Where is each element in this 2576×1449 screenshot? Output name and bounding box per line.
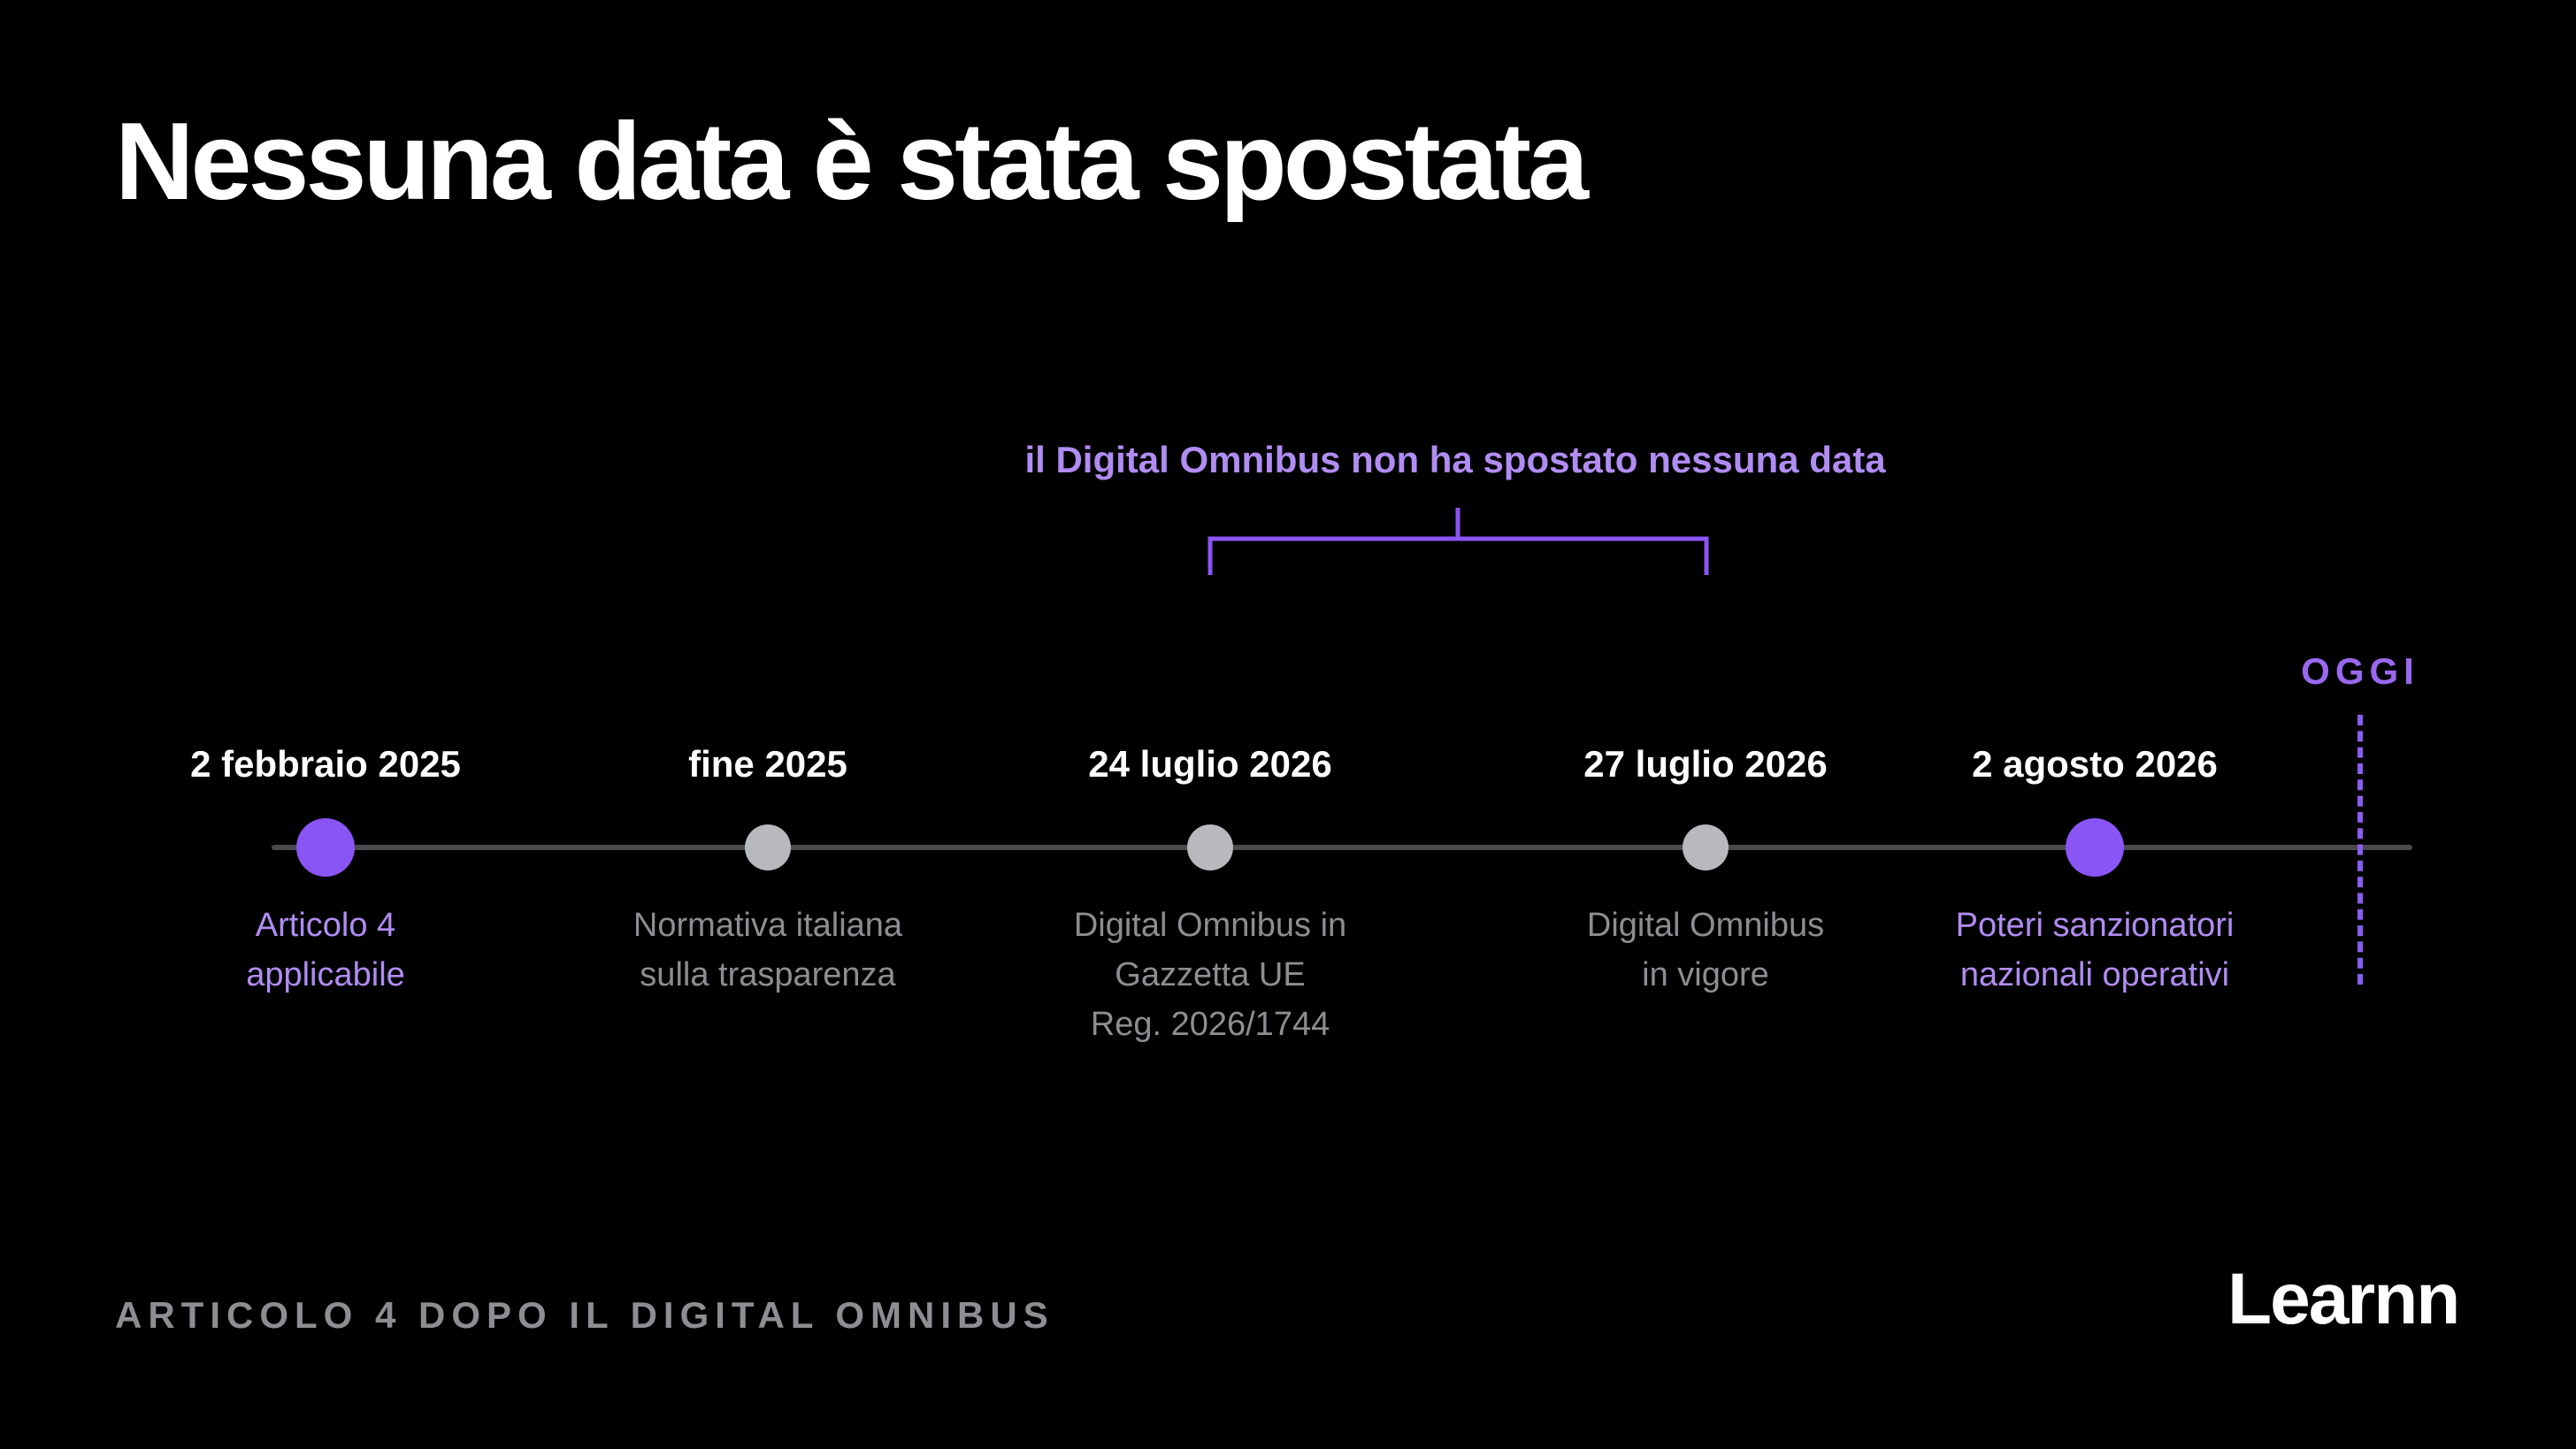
milestone-description-line: Poteri sanzionatori (1955, 907, 2235, 944)
milestone-description: Digital Omnibus in vigore (1587, 901, 1824, 1000)
bracket-annotation (1208, 508, 1709, 575)
section-footer-label: ARTICOLO 4 DOPO IL DIGITAL OMNIBUS (115, 1294, 1054, 1336)
milestone-date: 24 luglio 2026 (1088, 743, 1332, 785)
bracket-shape (1208, 508, 1709, 575)
milestone-dot (1683, 824, 1729, 870)
milestone-description-line: Reg. 2026/1744 (1090, 1006, 1330, 1043)
milestone-date: 2 febbraio 2025 (190, 743, 461, 785)
milestone-date: fine 2025 (688, 743, 847, 785)
milestone-description-line: applicabile (246, 956, 405, 993)
milestone-dot (296, 818, 355, 877)
timeline-axis (272, 845, 2412, 850)
today-marker-line (2358, 715, 2363, 985)
milestone-description-line: Articolo 4 (255, 907, 396, 944)
milestone-dot (1187, 824, 1233, 870)
learnn-logo: Learnn (2227, 1259, 2460, 1339)
milestone-description: Normativa italiana sulla trasparenza (633, 901, 902, 1000)
bracket-annotation-label: il Digital Omnibus non ha spostato nessu… (1024, 439, 1886, 480)
milestone-dot (2066, 818, 2124, 877)
milestone-description-line: nazionali operativi (1959, 956, 2230, 993)
milestone-description: Digital Omnibus in Gazzetta UE Reg. 2026… (1074, 901, 1346, 1049)
milestone-description-line: Digital Omnibus in (1073, 907, 1347, 944)
milestone-description-line: Gazzetta UE (1115, 956, 1306, 993)
milestone-dot (745, 824, 791, 870)
milestone-date: 2 agosto 2026 (1972, 743, 2218, 785)
milestone-description: Articolo 4 applicabile (246, 901, 405, 1000)
milestone-date: 27 luglio 2026 (1583, 743, 1828, 785)
milestone-description-line: sulla trasparenza (640, 956, 896, 993)
page-title: Nessuna data è stata spostata (115, 101, 1589, 223)
today-label: OGGI (2301, 650, 2419, 692)
milestone-description-line: Normativa italiana (632, 907, 903, 944)
milestone-description: Poteri sanzionatori nazionali operativi (1956, 901, 2235, 1000)
milestone-description-line: Digital Omnibus (1586, 907, 1825, 944)
milestone-description-line: in vigore (1642, 956, 1769, 993)
